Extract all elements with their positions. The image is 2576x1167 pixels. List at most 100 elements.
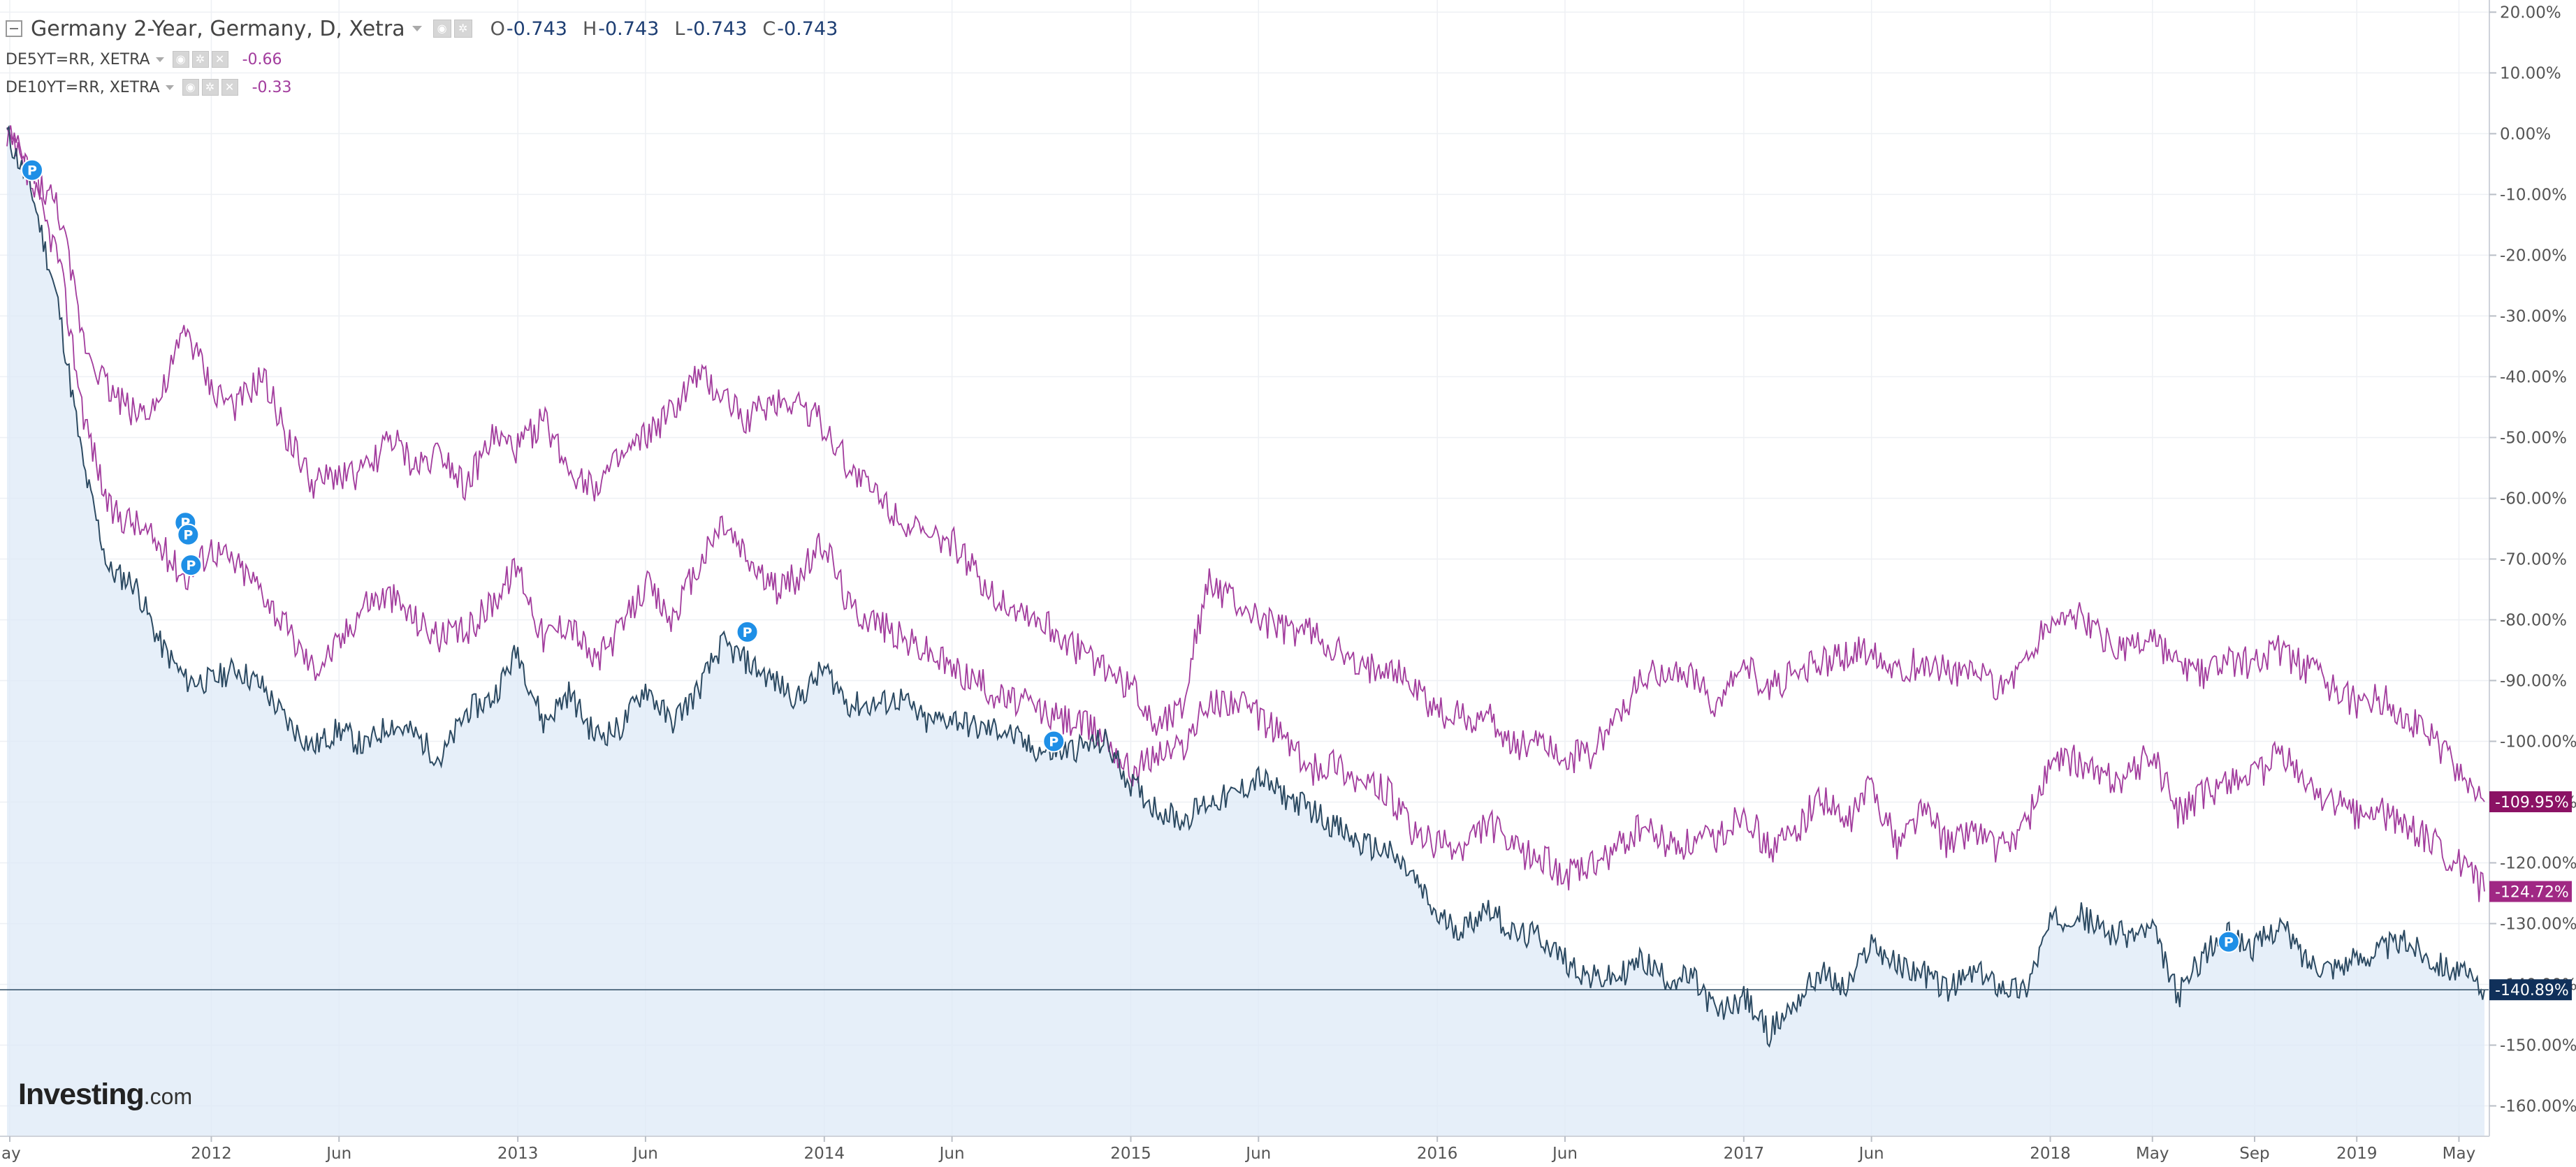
eye-icon[interactable]: ◉ (432, 20, 451, 38)
eye-icon[interactable]: ◉ (182, 79, 199, 96)
x-tick-label: May (2443, 1145, 2476, 1163)
compare-5y-value: -0.66 (242, 50, 282, 68)
main-legend: Germany 2-Year, Germany, D, Xetra ◉ ✲ O … (6, 13, 838, 45)
event-marker-circle (2217, 930, 2240, 953)
x-tick-label: Jun (938, 1145, 965, 1163)
event-marker-circle (177, 523, 200, 546)
x-tick-label: 2014 (804, 1145, 845, 1163)
high-value: -0.743 (598, 17, 660, 40)
investing-logo[interactable]: Investing .com (18, 1078, 192, 1112)
close-value: -0.743 (777, 17, 838, 40)
event-marker-circle (180, 554, 203, 577)
event-marker-label: P (186, 558, 196, 573)
y-tick-label: 10.00% (2500, 64, 2561, 82)
y-tick-label: -70.00% (2500, 550, 2567, 568)
event-marker-label: P (1049, 734, 1058, 749)
compare-legend-10y: DE10YT=RR, XETRA ◉ ✲ ✕ -0.33 (6, 77, 292, 98)
eye-icon[interactable]: ◉ (172, 51, 189, 68)
chevron-down-icon[interactable] (412, 26, 422, 31)
event-marker-label: P (2224, 935, 2234, 951)
y-tick-label: 0.00% (2500, 125, 2551, 143)
high-label: H (582, 17, 597, 40)
tag-2y-label: -140.89% (2495, 982, 2569, 999)
x-tick-label: ay (1, 1145, 21, 1163)
x-tick-label: 2013 (497, 1145, 539, 1163)
x-tick-label: Jun (1858, 1145, 1884, 1163)
x-tick-label: Jun (632, 1145, 658, 1163)
series-2y-area (7, 126, 2484, 1136)
tag-5y-bg (2489, 881, 2572, 902)
close-label: C (762, 17, 776, 40)
y-tick-label: -20.00% (2500, 247, 2567, 265)
settings-icon[interactable]: ✲ (191, 51, 209, 68)
event-marker[interactable]: P (736, 620, 759, 643)
main-series-title[interactable]: Germany 2-Year, Germany, D, Xetra (31, 16, 405, 41)
compare-5y-title[interactable]: DE5YT=RR, XETRA (6, 50, 150, 68)
event-marker[interactable]: P (180, 554, 203, 577)
brand-suffix: .com (143, 1084, 193, 1109)
event-marker-circle (736, 620, 759, 643)
tag-2y-bg (2489, 979, 2572, 1001)
close-icon[interactable]: ✕ (211, 51, 228, 68)
brand-name: Investing (18, 1078, 145, 1111)
x-tick-label: 2017 (1724, 1145, 1765, 1163)
compare-10y-value: -0.33 (252, 78, 292, 96)
series-5y-line[interactable] (6, 125, 2485, 902)
event-marker-label: P (27, 163, 37, 179)
settings-icon[interactable]: ✲ (453, 20, 472, 38)
tag-2y: -140.89% (2489, 979, 2572, 1001)
tag-10y-bg (2489, 791, 2572, 813)
y-tick-label: -40.00% (2500, 368, 2567, 386)
tag-10y: -109.95% (2489, 791, 2572, 813)
x-tick-label: Jun (1551, 1145, 1578, 1163)
y-tick-label: -50.00% (2500, 429, 2567, 447)
x-tick-label: Jun (325, 1145, 351, 1163)
y-tick-label: -160.00% (2500, 1097, 2576, 1115)
event-marker-circle (21, 159, 43, 182)
low-value: -0.743 (686, 17, 748, 40)
x-tick-label: Sep (2239, 1145, 2269, 1163)
tag-5y: -124.72% (2489, 881, 2572, 902)
chevron-down-icon[interactable] (155, 57, 164, 62)
tag-10y-label: -109.95% (2495, 794, 2569, 812)
y-tick-label: -90.00% (2500, 672, 2567, 690)
y-tick-label: -80.00% (2500, 611, 2567, 629)
event-marker-label: P (183, 528, 193, 543)
compare-legend-5y: DE5YT=RR, XETRA ◉ ✲ ✕ -0.66 (6, 49, 282, 70)
y-tick-label: -150.00% (2500, 1036, 2576, 1055)
x-tick-label: 2016 (1417, 1145, 1458, 1163)
y-tick-label: -100.00% (2500, 733, 2576, 751)
y-tick-label: -30.00% (2500, 307, 2567, 325)
open-label: O (490, 17, 505, 40)
collapse-legend-button[interactable] (6, 20, 22, 37)
y-tick-label: -120.00% (2500, 854, 2576, 872)
time-axis[interactable]: ay 2012 Jun 2013 Jun 2014 Jun 2015 Jun 2016 Jun 201… (1, 1136, 2475, 1163)
x-tick-label: 2019 (2336, 1145, 2378, 1163)
y-tick-label: -130.00% (2500, 915, 2576, 933)
series-10y-line[interactable] (6, 129, 2485, 803)
y-tick-label: -10.00% (2500, 186, 2567, 204)
close-icon[interactable]: ✕ (221, 79, 238, 96)
x-tick-label: 2012 (191, 1145, 232, 1163)
x-tick-label: Jun (1244, 1145, 1271, 1163)
compare-10y-title[interactable]: DE10YT=RR, XETRA (6, 78, 160, 96)
chevron-down-icon[interactable] (165, 85, 174, 90)
series-2y-line[interactable] (6, 124, 2485, 1048)
y-tick-label: 20.00% (2500, 3, 2561, 22)
open-value: -0.743 (506, 17, 567, 40)
x-tick-label: May (2136, 1145, 2169, 1163)
x-tick-label: 2015 (1110, 1145, 1151, 1163)
event-marker[interactable]: P (177, 523, 200, 546)
last-value-tags: -109.95% -124.72% -140.89% (2489, 791, 2572, 1001)
event-marker[interactable]: P (2217, 930, 2240, 953)
event-marker[interactable]: P (21, 159, 43, 182)
tag-5y-label: -124.72% (2495, 884, 2569, 902)
low-label: L (674, 17, 685, 40)
settings-icon[interactable]: ✲ (201, 79, 219, 96)
event-marker-label: P (743, 625, 752, 640)
y-tick-label: -60.00% (2500, 490, 2567, 508)
event-marker[interactable]: P (1042, 730, 1065, 753)
